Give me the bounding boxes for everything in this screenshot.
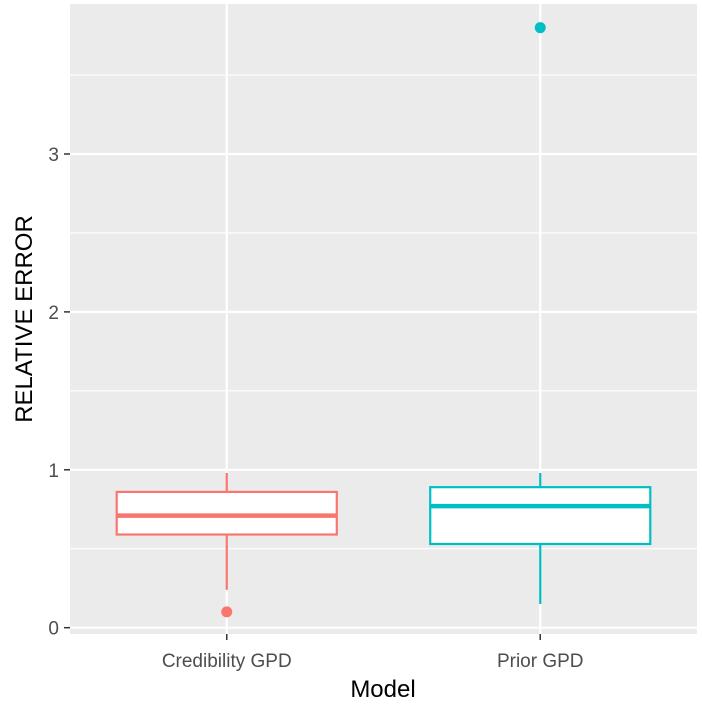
x-tick-label: Credibility GPD — [162, 651, 292, 672]
y-tick-label: 3 — [48, 145, 59, 166]
box-series — [115, 22, 652, 618]
outlier-point — [221, 606, 233, 618]
y-tick-label: 1 — [48, 461, 59, 482]
axes: 0 1 2 3 Credibility GPD Prior GPD — [48, 145, 583, 672]
outlier-point — [534, 22, 546, 34]
box-credibility-gpd — [115, 472, 338, 618]
y-axis-title: RELATIVE ERROR — [11, 215, 38, 423]
box-iqr — [115, 490, 338, 536]
minor-gridlines — [70, 74, 697, 550]
box-iqr — [429, 486, 652, 546]
y-tick-label: 0 — [48, 619, 59, 640]
y-tick-label: 2 — [48, 303, 59, 324]
box-prior-gpd — [429, 22, 652, 604]
x-axis-title: Model — [350, 676, 415, 703]
x-tick-label: Prior GPD — [497, 651, 584, 672]
